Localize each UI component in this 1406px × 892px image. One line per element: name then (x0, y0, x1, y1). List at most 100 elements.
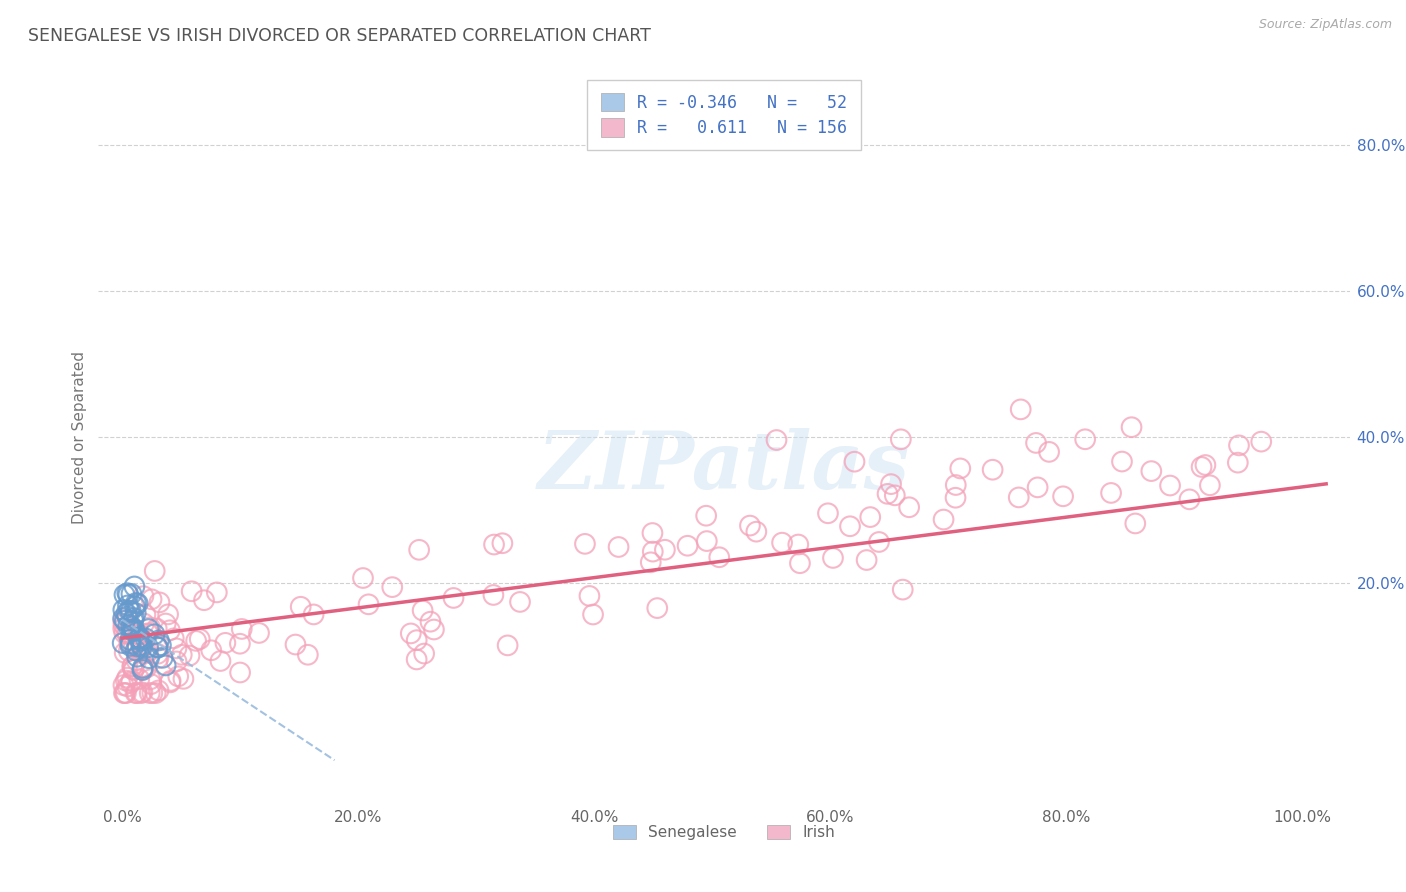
Point (139, 620, 162, 634)
Point (115, 609, 138, 624)
Point (112, 622, 135, 636)
Point (1140, 464, 1163, 478)
Point (932, 512, 955, 526)
Point (117, 586, 139, 600)
Point (945, 491, 967, 505)
Point (876, 487, 898, 501)
Point (122, 663, 145, 677)
Point (159, 675, 181, 690)
Point (128, 632, 150, 646)
Point (125, 606, 148, 620)
Point (184, 633, 207, 648)
Point (844, 455, 866, 469)
Point (138, 622, 160, 636)
Point (127, 642, 149, 657)
Point (114, 686, 136, 700)
Point (146, 640, 169, 655)
Point (981, 463, 1004, 477)
Point (148, 633, 170, 648)
Point (247, 626, 270, 640)
Point (122, 622, 145, 636)
Point (641, 526, 664, 541)
Point (155, 616, 177, 631)
Point (578, 589, 600, 603)
Point (890, 432, 912, 446)
Point (1123, 516, 1146, 531)
Point (121, 624, 143, 638)
Point (696, 534, 718, 549)
Point (413, 647, 436, 661)
Point (1121, 420, 1143, 434)
Point (132, 589, 155, 603)
Point (1199, 478, 1222, 492)
Point (419, 615, 441, 629)
Point (125, 596, 148, 610)
Point (120, 633, 142, 648)
Y-axis label: Divorced or Separated: Divorced or Separated (72, 351, 87, 524)
Point (770, 535, 793, 549)
Point (1008, 491, 1031, 505)
Point (149, 638, 172, 652)
Point (405, 652, 427, 666)
Point (145, 622, 167, 636)
Point (120, 676, 142, 690)
Point (138, 651, 160, 665)
Point (163, 632, 186, 646)
Point (139, 673, 162, 687)
Point (114, 646, 136, 660)
Point (789, 556, 811, 570)
Point (408, 542, 430, 557)
Point (229, 665, 252, 680)
Point (148, 595, 170, 609)
Point (131, 638, 153, 652)
Point (127, 649, 149, 664)
Point (136, 626, 159, 640)
Point (574, 537, 596, 551)
Point (120, 587, 142, 601)
Point (122, 638, 145, 652)
Point (124, 599, 146, 614)
Point (111, 636, 134, 650)
Point (787, 537, 810, 551)
Point (143, 564, 166, 578)
Point (582, 607, 605, 622)
Point (179, 648, 201, 663)
Point (496, 639, 519, 653)
Point (607, 540, 630, 554)
Point (112, 617, 135, 632)
Point (125, 686, 148, 700)
Point (122, 624, 145, 638)
Point (159, 673, 181, 688)
Point (405, 633, 427, 648)
Point (640, 555, 662, 569)
Point (117, 618, 139, 632)
Point (122, 663, 145, 677)
Point (118, 603, 141, 617)
Point (120, 674, 142, 689)
Point (148, 683, 170, 698)
Point (193, 593, 215, 607)
Point (357, 597, 380, 611)
Point (491, 536, 513, 550)
Point (443, 591, 465, 605)
Point (114, 614, 136, 628)
Point (284, 638, 307, 652)
Point (157, 607, 180, 622)
Point (205, 585, 228, 599)
Point (817, 506, 839, 520)
Point (117, 671, 139, 685)
Point (167, 669, 190, 683)
Point (129, 633, 152, 648)
Point (949, 461, 972, 475)
Point (180, 584, 202, 599)
Point (352, 571, 374, 585)
Point (1111, 454, 1133, 468)
Point (128, 627, 150, 641)
Point (302, 607, 325, 622)
Point (122, 611, 145, 625)
Point (172, 672, 194, 686)
Point (209, 654, 232, 668)
Point (482, 588, 505, 602)
Point (115, 607, 138, 621)
Point (1074, 432, 1097, 446)
